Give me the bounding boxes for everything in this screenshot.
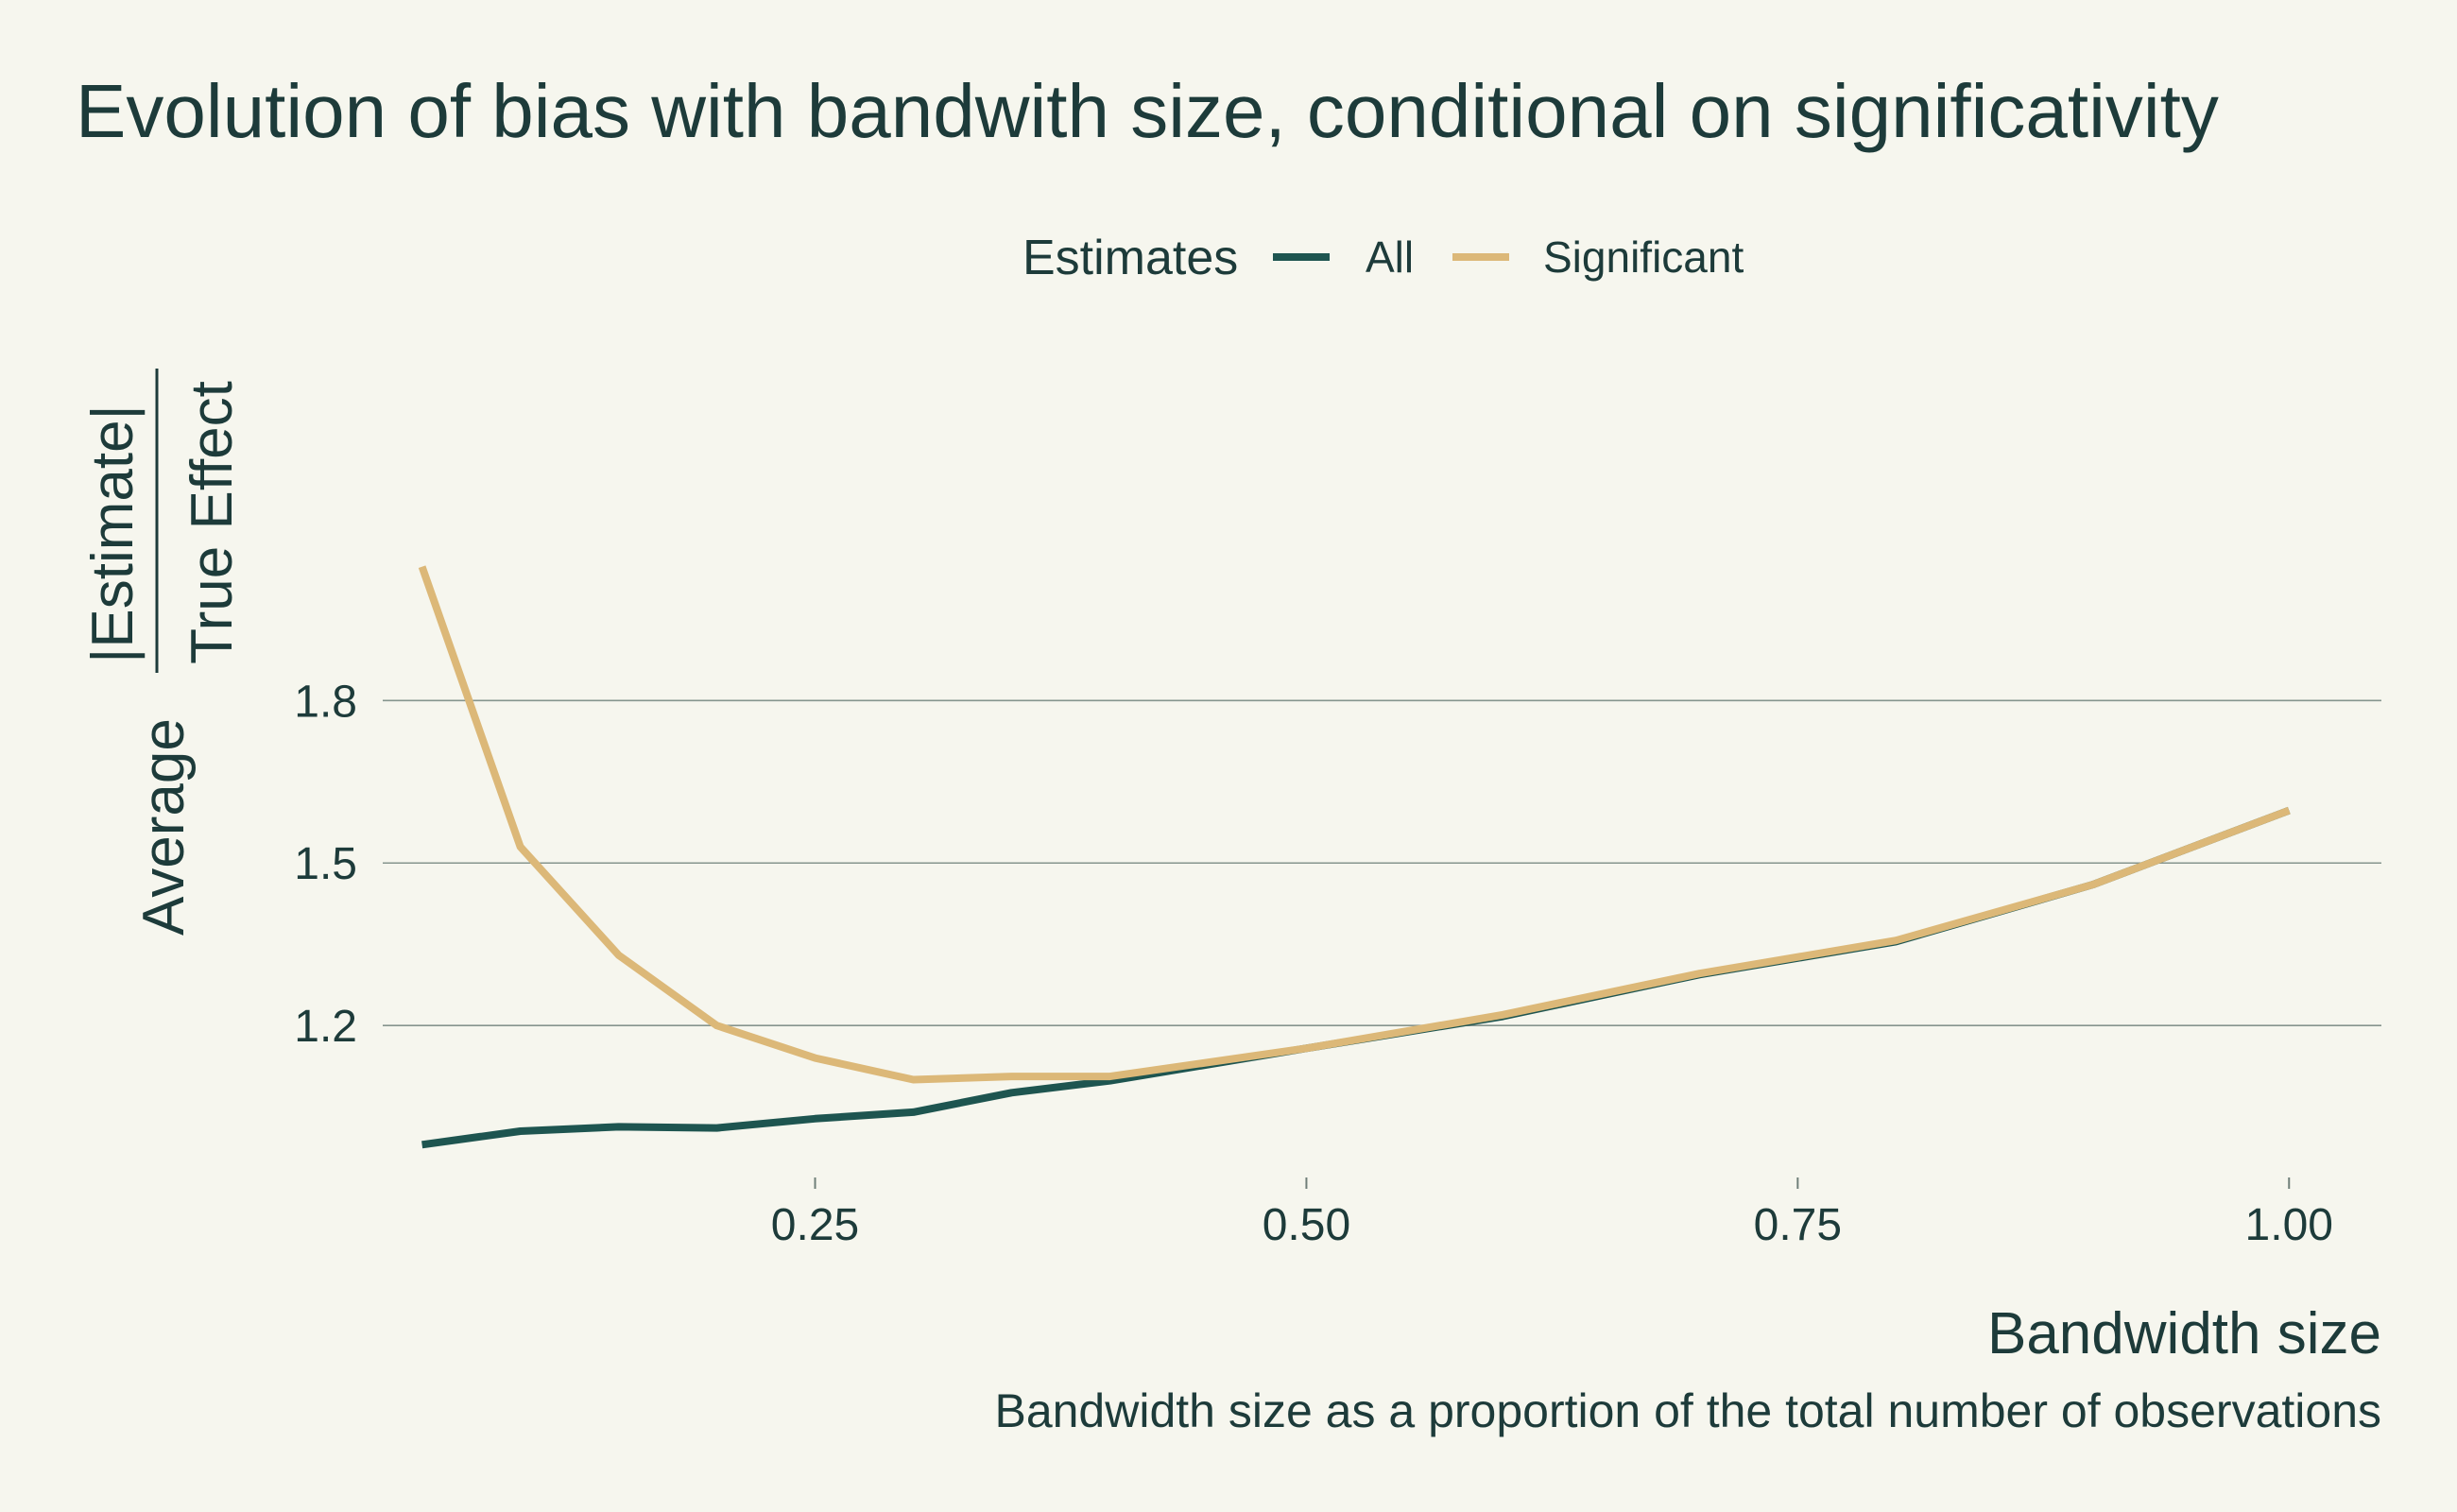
y-axis-label-denominator: True Effect [180,381,245,664]
y-axis-label: Average |Estimate| True Effect [80,369,245,936]
y-tick-label: 1.2 [294,1002,357,1052]
y-tick-label: 1.5 [294,839,357,889]
y-tick-label: 1.8 [294,677,357,727]
legend: Estimates All Significant [1022,231,1744,285]
x-axis-label: Bandwidth size [1987,1301,2381,1366]
gridlines [383,699,2381,1027]
x-tick-label: 0.75 [1754,1200,1842,1250]
legend-label-significant: Significant [1543,232,1744,282]
chart-title: Evolution of bias with bandwith size, co… [76,69,2219,153]
y-axis-label-prefix: Average [131,718,197,936]
x-tick-label: 0.25 [771,1200,859,1250]
y-axis-label-numerator: |Estimate| [80,404,146,662]
series-line-significant [418,565,2291,1084]
x-tick-label: 1.00 [2245,1200,2333,1250]
plot-series [418,565,2291,1149]
x-tick-label: 0.50 [1263,1200,1350,1250]
legend-title: Estimates [1022,231,1238,285]
x-axis-ticks: 0.25 0.50 0.75 1.00 [771,1177,2333,1250]
legend-label-all: All [1366,232,1414,282]
chart-caption: Bandwidth size as a proportion of the to… [994,1384,2381,1437]
series-line-all [421,806,2291,1149]
y-axis-ticks: 1.2 1.5 1.8 [294,677,357,1052]
